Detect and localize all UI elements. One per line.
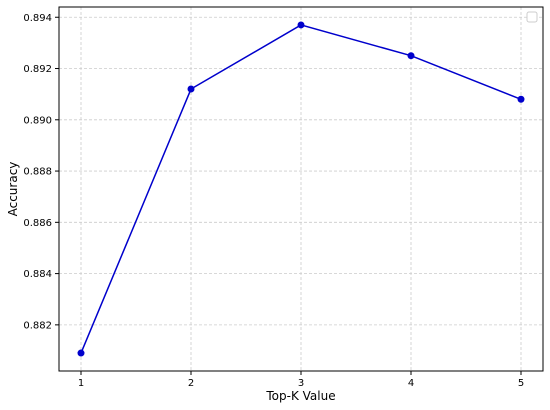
y-tick-label: 0.886 <box>23 218 52 229</box>
y-tick-label: 0.882 <box>23 320 52 331</box>
data-point <box>297 21 305 29</box>
y-axis-ticks: 0.882 0.884 0.886 0.888 0.890 0.892 0.894 <box>23 13 59 331</box>
data-point <box>187 85 195 93</box>
legend-box <box>526 11 538 23</box>
data-point <box>407 52 415 60</box>
x-tick-label: 3 <box>298 378 304 389</box>
x-tick-label: 2 <box>188 378 194 389</box>
y-axis-label: Accuracy <box>6 162 20 217</box>
x-tick-label: 1 <box>78 378 84 389</box>
data-point <box>517 95 525 103</box>
y-tick-label: 0.892 <box>23 64 52 75</box>
x-tick-label: 5 <box>518 378 524 389</box>
y-tick-label: 0.888 <box>23 167 52 178</box>
x-axis-ticks: 1 2 3 4 5 <box>78 371 524 389</box>
data-series <box>77 21 525 357</box>
grid-lines <box>59 7 543 371</box>
y-tick-label: 0.890 <box>23 115 52 126</box>
y-tick-label: 0.894 <box>23 13 52 24</box>
x-tick-label: 4 <box>408 378 414 389</box>
y-tick-label: 0.884 <box>23 269 52 280</box>
data-point <box>77 349 85 357</box>
x-axis-label: Top-K Value <box>265 389 335 403</box>
